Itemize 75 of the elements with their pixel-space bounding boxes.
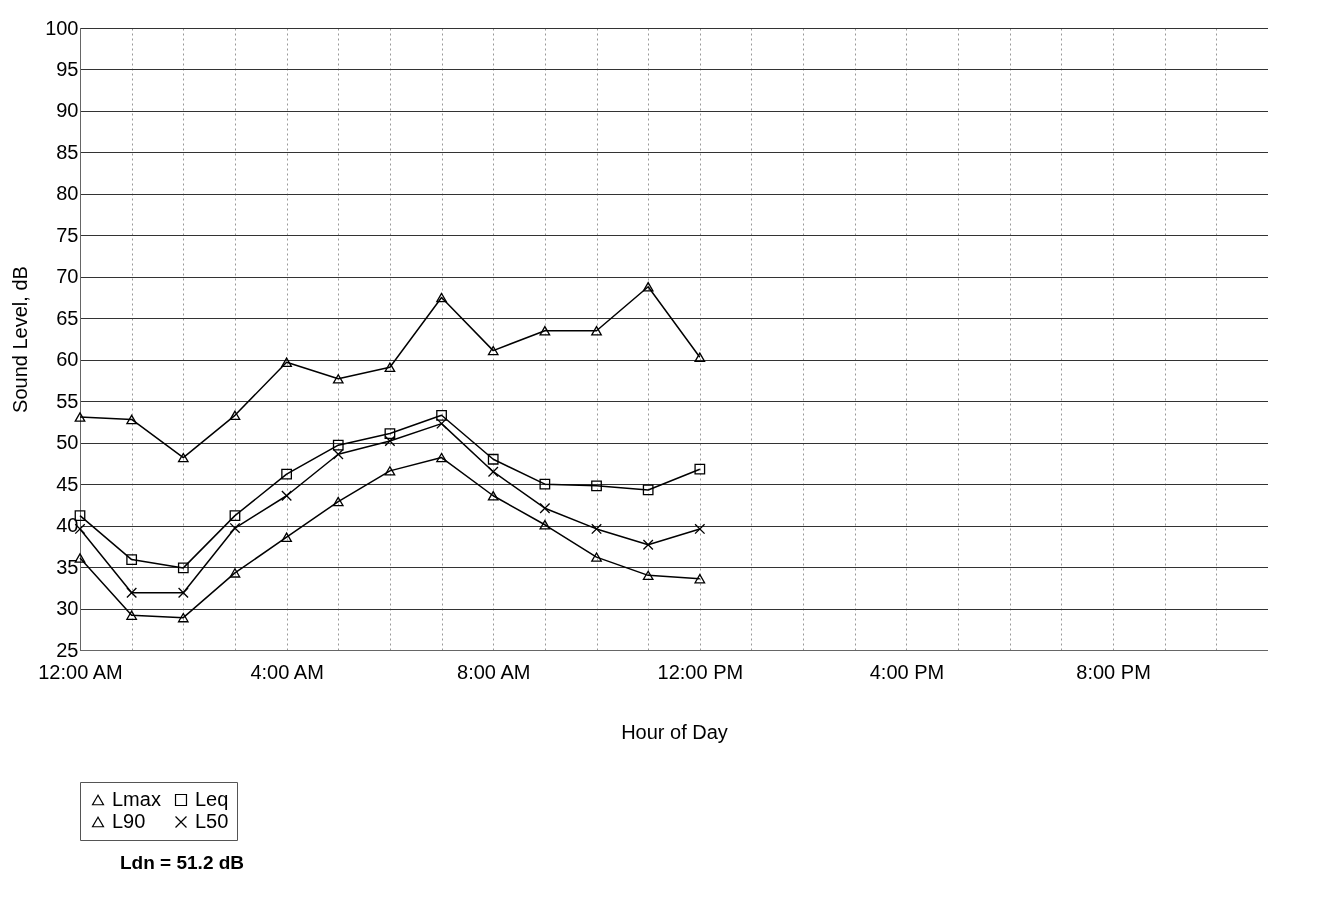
point <box>332 496 344 507</box>
point <box>229 510 241 522</box>
x-tick-label: 12:00 PM <box>657 660 744 683</box>
legend-label: Leq <box>195 788 229 810</box>
x-tick-label: 12:00 AM <box>38 660 123 683</box>
point <box>384 428 396 439</box>
point <box>281 490 292 502</box>
point <box>332 374 344 384</box>
y-tick-label: 55 <box>56 389 79 412</box>
point <box>539 520 551 530</box>
point <box>332 448 344 460</box>
point <box>487 490 499 501</box>
point <box>539 478 551 490</box>
y-tick-label: 35 <box>56 555 79 578</box>
point <box>384 362 396 372</box>
point <box>642 281 654 292</box>
y-tick-label: 65 <box>56 306 79 329</box>
y-tick-label: 85 <box>56 140 79 163</box>
y-tick-label: 45 <box>56 472 79 495</box>
x-tick-label: 4:00 PM <box>869 660 945 683</box>
y-tick-label: 60 <box>56 348 79 371</box>
point <box>281 468 292 480</box>
point <box>126 587 138 599</box>
legend-label: L90 <box>112 810 146 832</box>
x-tick-label: 4:00 AM <box>250 660 324 683</box>
point <box>694 523 706 535</box>
point <box>436 409 447 421</box>
point <box>487 466 499 478</box>
point <box>177 612 189 623</box>
point <box>436 292 447 303</box>
point <box>229 568 241 578</box>
point <box>694 463 706 475</box>
y-tick-label: 80 <box>56 182 79 205</box>
y-tick-label: 95 <box>56 57 79 80</box>
text: Ldn = 51.2 dB <box>120 852 245 874</box>
point <box>642 570 654 581</box>
point <box>487 345 499 356</box>
legend-label: L50 <box>195 810 229 832</box>
y-tick-label: 25 <box>56 638 79 661</box>
point <box>591 552 602 562</box>
point <box>694 352 706 362</box>
point <box>229 410 241 421</box>
point <box>539 325 551 336</box>
y-tick-label: 90 <box>56 99 79 122</box>
y-tick-label: 75 <box>56 223 79 246</box>
y-tick-label: 40 <box>56 514 79 537</box>
point <box>126 414 138 425</box>
y-tick-label: 100 <box>45 16 79 39</box>
x-tick-label: 8:00 PM <box>1076 660 1151 683</box>
legend-label: Lmax <box>112 788 161 810</box>
point <box>591 325 602 336</box>
y-tick-label: 30 <box>56 597 79 620</box>
point <box>332 439 344 451</box>
x-tick-label: 8:00 AM <box>457 660 531 683</box>
point <box>642 539 654 551</box>
point <box>281 357 292 367</box>
point <box>591 480 602 492</box>
point <box>539 502 551 514</box>
y-tick-label: 70 <box>56 265 79 288</box>
point <box>436 452 447 463</box>
x-axis-title: Hour of Day <box>621 720 728 743</box>
point <box>384 466 396 476</box>
point <box>642 484 654 496</box>
y-axis-title: Sound Level, dB <box>9 266 32 413</box>
point <box>694 573 706 584</box>
point <box>126 554 138 565</box>
point <box>177 562 189 574</box>
point <box>177 587 189 599</box>
point <box>126 610 138 620</box>
point <box>74 412 86 422</box>
point <box>487 453 499 465</box>
y-tick-label: 50 <box>56 431 79 454</box>
point <box>281 532 292 542</box>
point <box>177 452 189 463</box>
point <box>591 523 602 535</box>
